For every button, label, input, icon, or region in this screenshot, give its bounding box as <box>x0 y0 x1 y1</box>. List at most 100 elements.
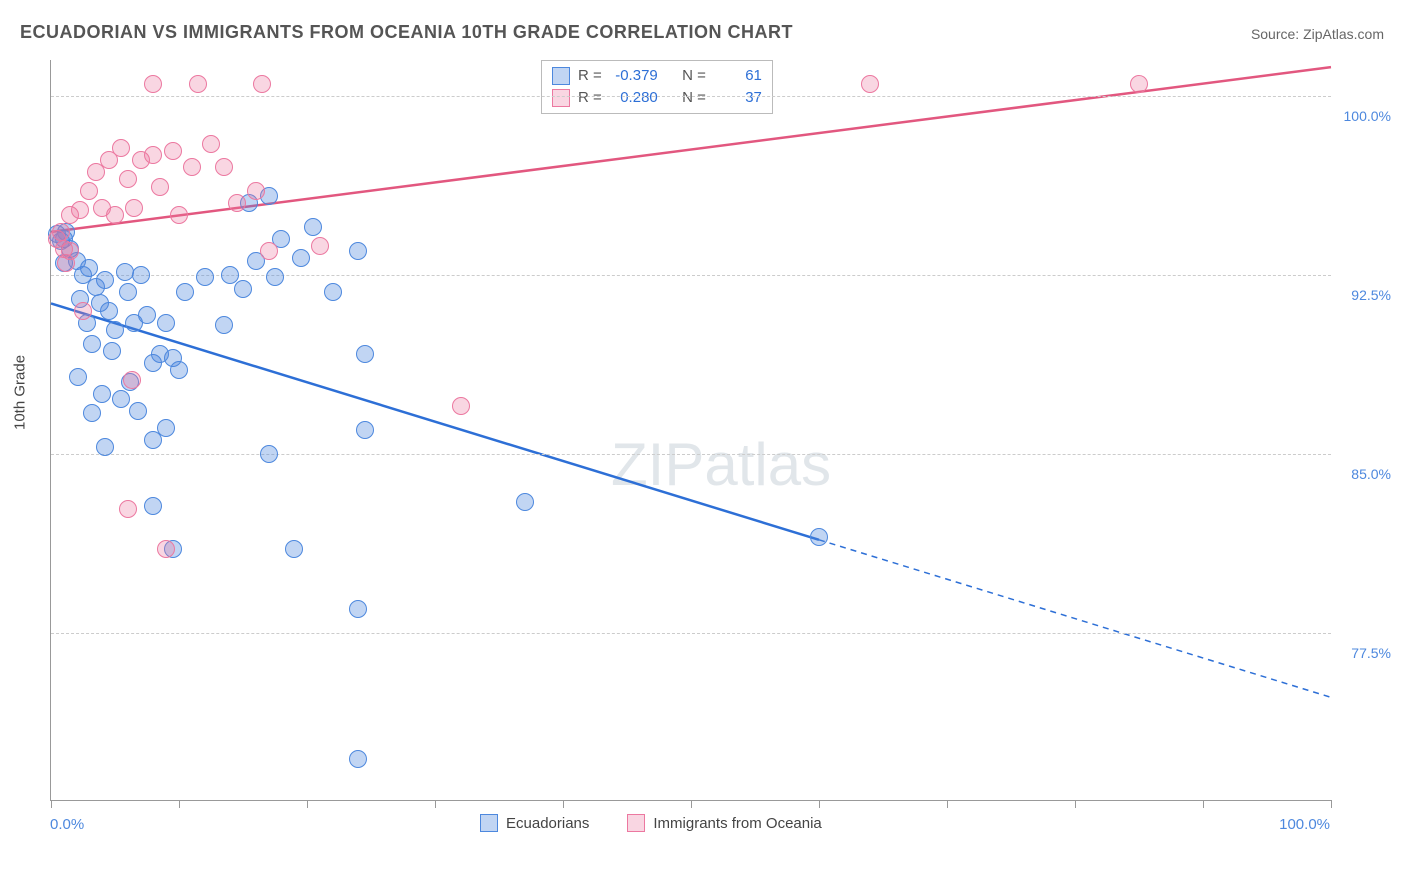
data-point <box>228 194 246 212</box>
data-point <box>69 368 87 386</box>
x-axis-min-label: 0.0% <box>50 816 84 833</box>
data-point <box>356 421 374 439</box>
x-axis-max-label: 100.0% <box>1279 816 1330 833</box>
data-point <box>266 268 284 286</box>
data-point <box>234 280 252 298</box>
gridline <box>51 275 1331 276</box>
data-point <box>861 75 879 93</box>
data-point <box>106 321 124 339</box>
legend-swatch <box>627 814 645 832</box>
data-point <box>119 500 137 518</box>
n-value: 61 <box>714 65 762 87</box>
data-point <box>151 178 169 196</box>
y-tick-label: 85.0% <box>1336 466 1391 482</box>
gridline <box>51 96 1331 97</box>
data-point <box>260 242 278 260</box>
x-tick <box>1331 800 1332 808</box>
legend-item: Ecuadorians <box>480 814 589 832</box>
r-label: R = <box>578 87 602 109</box>
x-tick <box>947 800 948 808</box>
data-point <box>170 361 188 379</box>
gridline <box>51 633 1331 634</box>
chart-title: ECUADORIAN VS IMMIGRANTS FROM OCEANIA 10… <box>20 22 793 43</box>
data-point <box>452 397 470 415</box>
data-point <box>183 158 201 176</box>
plot-area: ZIPatlas R =-0.379 N =61R =0.280 N =37 1… <box>50 60 1331 801</box>
x-tick <box>179 800 180 808</box>
trend-lines-layer <box>51 60 1331 800</box>
x-tick <box>563 800 564 808</box>
data-point <box>74 302 92 320</box>
data-point <box>176 283 194 301</box>
data-point <box>52 223 70 241</box>
legend-bottom: Ecuadorians Immigrants from Oceania <box>480 814 822 832</box>
data-point <box>1130 75 1148 93</box>
data-point <box>96 438 114 456</box>
series-swatch <box>552 67 570 85</box>
n-value: 37 <box>714 87 762 109</box>
data-point <box>129 402 147 420</box>
data-point <box>112 390 130 408</box>
stats-row: R =0.280 N =37 <box>552 87 762 109</box>
y-tick-label: 92.5% <box>1336 287 1391 303</box>
x-tick <box>435 800 436 808</box>
data-point <box>83 335 101 353</box>
x-tick <box>819 800 820 808</box>
data-point <box>260 445 278 463</box>
data-point <box>810 528 828 546</box>
series-swatch <box>552 89 570 107</box>
data-point <box>164 142 182 160</box>
x-tick <box>307 800 308 808</box>
data-point <box>215 158 233 176</box>
n-label: N = <box>682 65 706 87</box>
data-point <box>100 302 118 320</box>
data-point <box>80 182 98 200</box>
data-point <box>96 271 114 289</box>
data-point <box>356 345 374 363</box>
data-point <box>119 170 137 188</box>
x-tick <box>1075 800 1076 808</box>
data-point <box>253 75 271 93</box>
x-tick <box>1203 800 1204 808</box>
y-axis-label: 10th Grade <box>12 355 29 430</box>
data-point <box>202 135 220 153</box>
data-point <box>93 385 111 403</box>
data-point <box>292 249 310 267</box>
data-point <box>157 314 175 332</box>
data-point <box>132 266 150 284</box>
data-point <box>106 206 124 224</box>
x-tick <box>51 800 52 808</box>
n-label: N = <box>682 87 706 109</box>
stats-row: R = -0.379 N = 61 <box>552 65 762 87</box>
r-label: R = <box>578 65 602 87</box>
data-point <box>516 493 534 511</box>
data-point <box>144 146 162 164</box>
data-point <box>285 540 303 558</box>
source-label: Source: ZipAtlas.com <box>1251 26 1384 42</box>
y-tick-label: 77.5% <box>1336 645 1391 661</box>
legend-label: Immigrants from Oceania <box>653 815 821 832</box>
r-value: -0.379 <box>610 65 658 87</box>
data-point <box>123 371 141 389</box>
data-point <box>119 283 137 301</box>
legend-swatch <box>480 814 498 832</box>
data-point <box>80 259 98 277</box>
data-point <box>57 254 75 272</box>
data-point <box>125 199 143 217</box>
data-point <box>304 218 322 236</box>
stats-legend-box: R =-0.379 N =61R =0.280 N =37 <box>541 60 773 114</box>
data-point <box>311 237 329 255</box>
data-point <box>324 283 342 301</box>
data-point <box>157 419 175 437</box>
data-point <box>112 139 130 157</box>
gridline <box>51 454 1331 455</box>
data-point <box>157 540 175 558</box>
data-point <box>196 268 214 286</box>
data-point <box>71 201 89 219</box>
data-point <box>138 306 156 324</box>
data-point <box>349 750 367 768</box>
data-point <box>349 600 367 618</box>
data-point <box>189 75 207 93</box>
data-point <box>103 342 121 360</box>
y-tick-label: 100.0% <box>1336 108 1391 124</box>
